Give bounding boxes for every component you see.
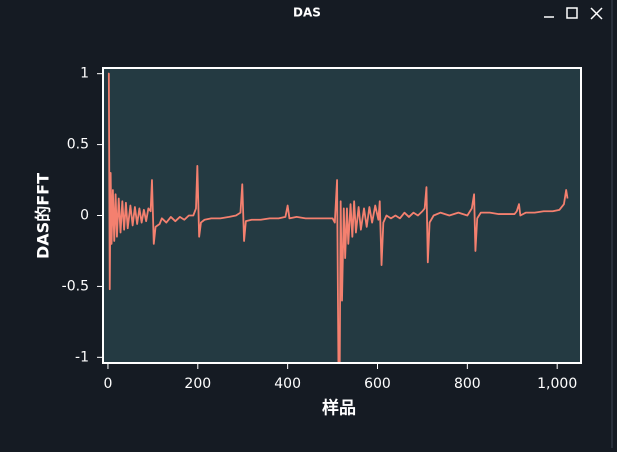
window-title: DAS (293, 6, 321, 20)
x-axis-title: 样品 (322, 398, 356, 419)
close-button[interactable] (590, 7, 603, 20)
y-tick-label: -0.5 (62, 278, 89, 294)
y-tick-label: -1 (75, 349, 89, 365)
y-tick-label: 0.5 (67, 137, 89, 153)
x-tick-label: 400 (274, 376, 301, 392)
y-tick-label: 0 (80, 208, 89, 224)
plot-area (103, 68, 581, 363)
x-tick-label: 1,000 (537, 376, 577, 392)
data-line (107, 72, 569, 363)
y-tick-label: 1 (80, 66, 89, 82)
y-axis-title: DAS的FFT (34, 173, 53, 259)
x-tick-label: 0 (103, 376, 112, 392)
maximize-button[interactable] (566, 7, 578, 19)
x-tick-label: 600 (364, 376, 391, 392)
x-tick-label: 200 (184, 376, 211, 392)
plot (107, 72, 569, 363)
x-tick-label: 800 (454, 376, 481, 392)
